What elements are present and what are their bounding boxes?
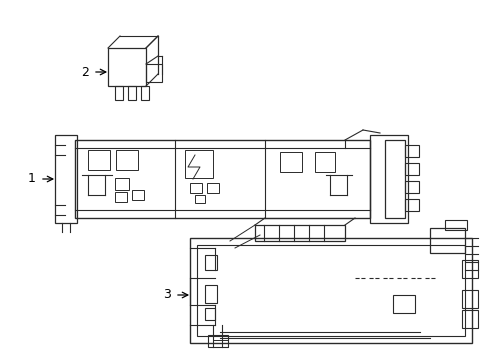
Bar (115, 86, 123, 100)
Bar (444, 220, 466, 230)
Bar (280, 152, 302, 172)
Bar (75, 140, 369, 218)
Bar (190, 183, 202, 193)
Bar (461, 290, 477, 308)
Bar (213, 340, 227, 347)
Text: 1: 1 (28, 172, 36, 185)
Bar (369, 135, 407, 223)
Bar (128, 86, 136, 100)
Bar (404, 181, 418, 193)
Text: 2: 2 (81, 66, 89, 78)
Bar (195, 195, 204, 203)
Bar (206, 183, 219, 193)
Bar (116, 150, 138, 170)
Bar (197, 245, 464, 336)
Bar (404, 199, 418, 211)
Bar (204, 285, 217, 303)
Bar (461, 310, 477, 328)
Bar (132, 190, 143, 200)
Bar (429, 228, 464, 253)
Bar (141, 86, 149, 100)
Bar (55, 135, 77, 223)
Bar (115, 178, 129, 190)
Bar (314, 152, 334, 172)
Bar (190, 238, 471, 343)
Bar (404, 145, 418, 157)
Bar (146, 64, 162, 82)
Bar (207, 335, 227, 347)
Bar (404, 163, 418, 175)
Bar (254, 225, 345, 241)
Bar (392, 295, 414, 313)
Bar (204, 255, 217, 270)
Bar (108, 48, 146, 86)
Bar (384, 140, 404, 218)
Bar (88, 150, 110, 170)
Bar (115, 192, 127, 202)
Bar (184, 150, 213, 178)
Bar (204, 308, 215, 320)
Bar (461, 260, 477, 278)
Text: 3: 3 (163, 288, 171, 301)
